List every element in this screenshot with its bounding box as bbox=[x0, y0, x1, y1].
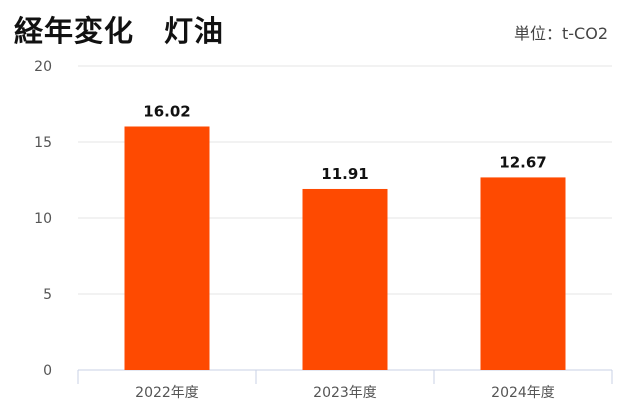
bar-3 bbox=[480, 177, 566, 370]
data-label: 12.67 bbox=[499, 153, 546, 171]
unit-label: 単位：t-CO2 bbox=[514, 24, 608, 43]
x-tick-label: 2022年度 bbox=[135, 385, 199, 401]
y-tick-label: 0 bbox=[43, 363, 52, 379]
bar-1 bbox=[124, 126, 210, 370]
y-tick-label: 5 bbox=[43, 287, 52, 303]
bar-2 bbox=[302, 188, 388, 370]
x-tick-label: 2024年度 bbox=[491, 385, 555, 401]
data-label: 11.91 bbox=[321, 165, 368, 183]
y-tick-label: 10 bbox=[34, 211, 52, 227]
chart-title: 経年変化 灯油 bbox=[14, 14, 225, 48]
x-tick-label: 2023年度 bbox=[313, 385, 377, 401]
y-tick-label: 15 bbox=[34, 135, 52, 151]
data-label: 16.02 bbox=[143, 102, 190, 120]
y-tick-label: 20 bbox=[34, 59, 52, 75]
